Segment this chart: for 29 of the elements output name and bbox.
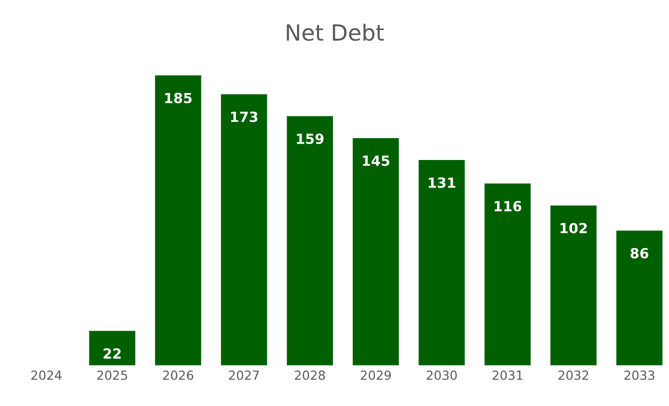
x-tick-label: 2030 <box>426 370 457 380</box>
bar <box>484 184 531 366</box>
bar <box>155 75 202 366</box>
data-label: 102 <box>560 222 587 234</box>
data-label: 86 <box>630 248 648 258</box>
bar <box>616 230 662 366</box>
data-label: 131 <box>428 177 456 188</box>
x-tick-label: 2029 <box>360 370 391 380</box>
x-tick-label: 2033 <box>624 370 654 380</box>
bar <box>418 160 465 366</box>
data-label: 116 <box>494 200 522 212</box>
x-tick-label: 2032 <box>558 370 588 380</box>
bar <box>89 330 136 366</box>
data-label: 173 <box>231 112 258 122</box>
data-label: 159 <box>296 134 324 144</box>
x-tick-label: 2027 <box>229 370 259 380</box>
data-label: 145 <box>362 156 390 166</box>
x-tick-label: 2024 <box>31 370 62 380</box>
bar <box>220 94 268 366</box>
x-tick-label: 2026 <box>163 370 194 380</box>
bar <box>286 116 333 366</box>
data-label: 22 <box>104 348 121 359</box>
data-label: 185 <box>165 92 192 104</box>
x-tick-label: 2025 <box>97 370 128 380</box>
x-tick-label: 2028 <box>294 370 325 380</box>
bar <box>352 138 399 366</box>
bar <box>550 206 597 366</box>
chart-title: Net Debt <box>286 24 384 41</box>
x-tick-label: 2031 <box>492 370 522 380</box>
